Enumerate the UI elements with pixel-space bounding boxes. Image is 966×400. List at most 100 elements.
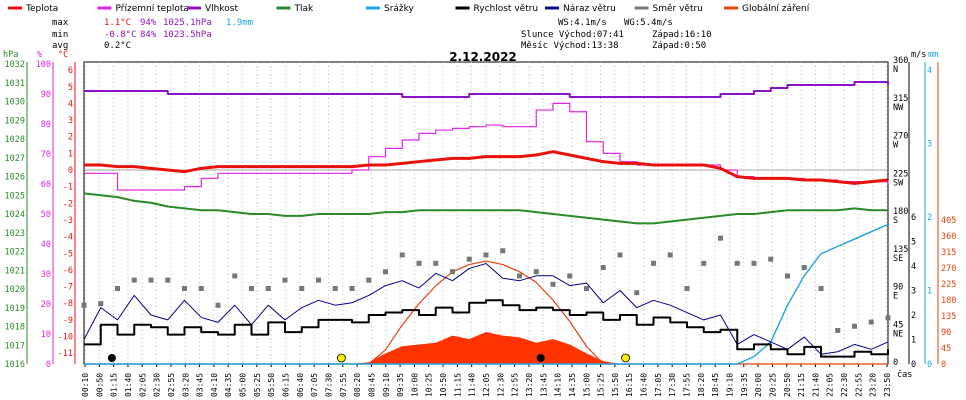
wind-direction-point [801,265,807,271]
pct-tick-label: 0 [46,360,51,370]
ms-tick-label: 6 [911,213,916,223]
x-tick-label: 19:35 [740,373,749,397]
ms-tick-label: 5 [911,238,916,248]
dir-tick-label: 360 [893,56,908,66]
info-slunce-zapad: Západ:16:10 [652,30,712,40]
x-tick-label: 15:50 [611,373,620,397]
sunset-marker [621,353,630,363]
legend-tlak: Tlak [294,4,315,14]
dir-tick-label: 135 [893,245,908,255]
dir-tick-label: 270 [893,132,908,142]
moonset-marker [107,354,116,362]
x-tick-label: 00:10 [81,373,90,397]
x-tick-label: 12:05 [482,373,491,397]
x-tick-label: 23:50 [883,373,892,397]
legend-rychlost-vetru: Rychlost větru [474,4,539,14]
wind-direction-point [433,260,439,266]
pct-tick-label: 90 [41,90,51,100]
wind-direction-point [852,323,857,329]
x-tick-label: 06:15 [282,373,291,397]
ms-tick-label: 4 [911,262,916,272]
stats-avg-label: avg [52,41,68,51]
x-tick-label: 10:50 [439,373,448,397]
x-tick-label: 02:05 [138,373,147,397]
x-tick-label: 07:30 [324,373,333,397]
mm-tick-label: 2 [927,213,932,223]
info-wg: WG:5.4m/s [624,18,673,28]
temp-tick-label: -10 [58,333,73,343]
x-tick-label: 16:40 [640,373,649,397]
pct-tick-label: 80 [41,120,51,130]
wind-direction-point [416,260,422,266]
wm2-tick-label: 45 [941,344,951,354]
temp-tick-label: -6 [63,266,73,276]
temp-tick-label: 0 [68,166,73,176]
x-tick-label: 20:00 [754,373,763,397]
x-tick-label: 05:50 [267,373,276,397]
stats-max-temp: 1.1°C [104,18,131,28]
x-tick-label: 11:40 [468,373,477,397]
wind-direction-point [198,286,204,291]
wm2-tick-label: 135 [941,312,956,322]
x-tick-label: 07:05 [310,373,319,397]
temp-tick-label: -3 [63,216,73,226]
temp-tick-label: 1 [68,149,73,159]
stats-avg-temp: 0.2°C [104,41,131,51]
humidity-line [84,81,889,98]
ms-tick-label: 3 [911,287,916,297]
hpa-tick-label: 1028 [5,135,25,145]
stats-min-label: min [52,30,68,40]
wind-direction-point [885,315,891,321]
temp-tick-label: -2 [63,199,73,209]
wind-direction-point [182,286,187,291]
stats-max-press: 1025.1hPa [163,18,212,28]
dir-tick-label: 180 [893,207,908,217]
dir-tick-label: 90 [893,283,903,293]
stats-min-temp: -0.8°C [104,30,137,40]
x-tick-label: 15:00 [582,373,591,397]
pressure-line [83,192,888,225]
wind-direction-point [634,290,640,296]
wind-direction-point [550,281,556,287]
mm-tick-label: 4 [927,66,932,76]
x-tick-label: 18:45 [711,373,720,397]
mm-tick-label: 0 [927,360,932,370]
wm2-tick-label: 180 [941,296,956,306]
x-tick-label: 05:25 [253,373,262,397]
x-tick-label: 10:25 [425,373,434,397]
wind-direction-point [399,252,405,258]
wind-direction-point [349,286,355,291]
x-tick-label: 05:00 [239,373,248,397]
x-tick-label: 04:35 [224,373,233,397]
temp-tick-label: -11 [58,349,73,359]
hpa-tick-label: 1017 [5,341,25,351]
legend-srazky: Srážky [384,4,415,14]
x-tick-label: 01:15 [110,373,119,397]
temp-tick-label: -7 [63,283,73,293]
global-radiation-area [84,332,888,364]
x-tick-label: 12:55 [511,373,520,397]
x-tick-label: 08:20 [353,373,362,397]
x-tick-label: 03:45 [196,373,205,397]
wind-direction-point [517,273,522,279]
wind-direction-point [584,286,589,291]
x-tick-label: 01:40 [124,373,133,397]
wm2-tick-label: 90 [941,328,951,338]
wind-direction-point [165,277,171,283]
x-tick-label: 07:55 [339,373,348,397]
x-tick-label: 20:50 [783,373,792,397]
info-slunce: Slunce Východ:07:41 [521,30,624,40]
wm2-tick-label: 225 [941,280,956,290]
wind-direction-point [567,273,573,279]
wind-direction-point [600,265,606,271]
legend-smer-vetru: Směr větru [653,4,703,14]
x-tick-label: 08:45 [367,373,376,397]
wind-direction-point [81,302,87,308]
x-tick-label: 09:10 [382,373,391,397]
hpa-tick-label: 1023 [5,229,25,239]
ms-axis-unit: m/s [911,50,926,60]
hpa-tick-label: 1030 [5,98,25,108]
temp-tick-label: 5 [68,83,73,93]
wind-direction-point [868,319,874,325]
info-ws: WS:4.1m/s [558,18,607,28]
